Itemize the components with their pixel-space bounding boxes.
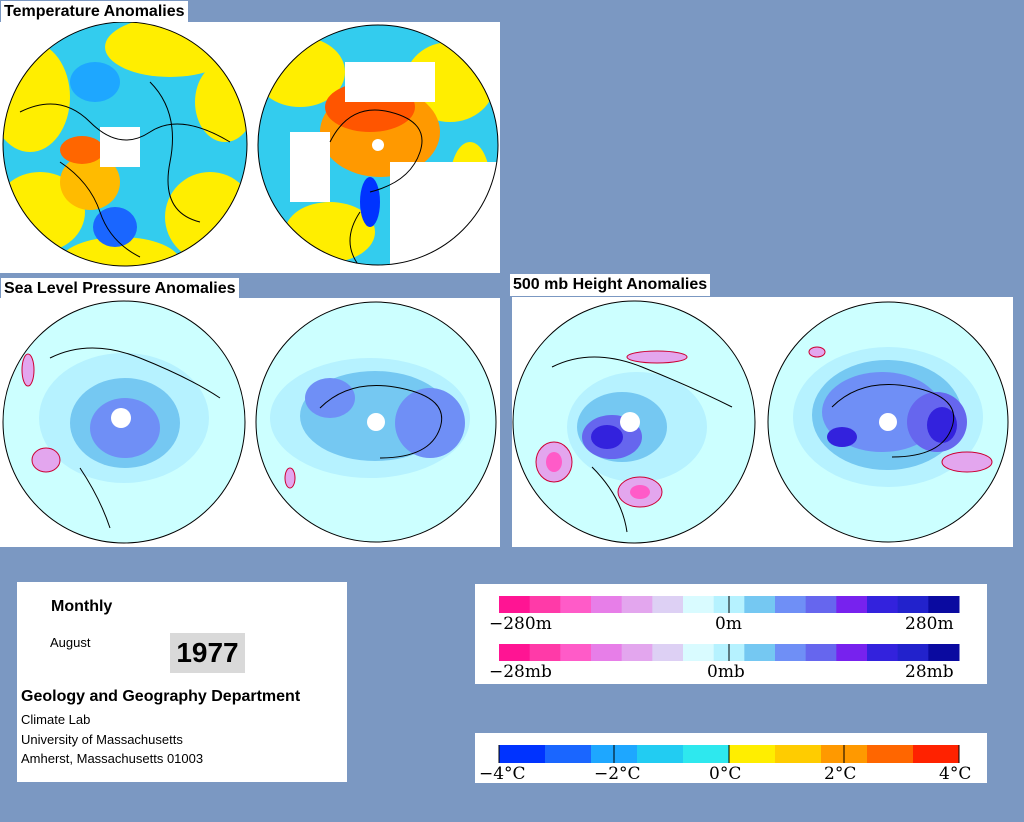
pressure-scale-swatch	[805, 644, 837, 661]
height-scale-swatch	[499, 596, 531, 613]
sea-level-pressure-title: Sea Level Pressure Anomalies	[1, 278, 239, 300]
pressure-scale-swatch	[928, 644, 960, 661]
lab-name: Climate Lab	[21, 712, 91, 727]
pressure-mid-label: 0mb	[707, 662, 745, 682]
pressure-scale-swatch	[683, 644, 715, 661]
height-scale-swatch	[836, 596, 868, 613]
temperature-tick-label: 0°C	[709, 764, 741, 783]
height-scale-swatch	[652, 596, 684, 613]
height-scale-swatch	[683, 596, 715, 613]
height-scale-swatch	[591, 596, 623, 613]
pressure-scale-swatch	[744, 644, 776, 661]
temperature-tick-label: 2°C	[824, 764, 856, 783]
temperature-scale-swatch	[637, 745, 684, 763]
temperature-tick-label: 4°C	[939, 764, 971, 783]
height-scale-swatch	[928, 596, 960, 613]
height-scale-swatch	[529, 596, 561, 613]
university-name: University of Massachusetts	[21, 732, 183, 747]
height-color-scale	[499, 596, 960, 613]
pressure-min-label: −28mb	[489, 662, 552, 682]
height-anomalies-map-panel	[512, 297, 1013, 547]
height-scale-swatch	[744, 596, 776, 613]
pressure-scale-swatch	[652, 644, 684, 661]
temperature-scale-swatch	[867, 745, 914, 763]
southern-hemisphere-height-map	[768, 302, 1008, 542]
northern-hemisphere-pressure-map	[3, 301, 245, 543]
department-name: Geology and Geography Department	[21, 688, 301, 705]
pressure-scale-swatch	[591, 644, 623, 661]
month-label: August	[50, 635, 91, 650]
temperature-legend: −4°C −2°C 0°C 2°C 4°C	[475, 733, 987, 783]
pressure-color-scale	[499, 644, 960, 661]
pressure-scale-swatch	[775, 644, 807, 661]
height-scale-swatch	[867, 596, 899, 613]
height-scale-swatch	[805, 596, 837, 613]
temperature-scale-swatch	[545, 745, 592, 763]
northern-hemisphere-height-map	[513, 301, 755, 543]
height-mid-label: 0m	[715, 614, 742, 634]
temperature-tick-label: −4°C	[479, 764, 526, 783]
year-label: 1977	[170, 633, 245, 673]
pressure-scale-swatch	[621, 644, 653, 661]
temperature-scale-swatch	[499, 745, 546, 763]
pressure-scale-swatch	[499, 644, 531, 661]
northern-hemisphere-temperature-map	[3, 22, 247, 266]
period-label: Monthly	[51, 598, 113, 615]
height-scale-swatch	[621, 596, 653, 613]
pressure-scale-swatch	[560, 644, 592, 661]
southern-hemisphere-temperature-map	[258, 25, 498, 265]
height-scale-swatch	[897, 596, 929, 613]
anomaly-legend: −280m 0m 280m −28mb 0mb 28mb	[475, 584, 987, 684]
temperature-tick-label: −2°C	[594, 764, 641, 783]
height-anomalies-title: 500 mb Height Anomalies	[510, 274, 711, 296]
pressure-scale-swatch	[867, 644, 899, 661]
height-scale-swatch	[775, 596, 807, 613]
info-box: Monthly August 1977 Geology and Geograph…	[17, 582, 347, 782]
temperature-scale-swatch	[775, 745, 822, 763]
temperature-scale-swatch	[913, 745, 960, 763]
temperature-anomalies-title: Temperature Anomalies	[1, 1, 188, 23]
southern-hemisphere-pressure-map	[256, 302, 496, 542]
pressure-scale-swatch	[897, 644, 929, 661]
pressure-scale-swatch	[836, 644, 868, 661]
sea-level-pressure-map-panel	[0, 298, 500, 547]
temperature-map-panel	[0, 22, 500, 273]
pressure-scale-swatch	[529, 644, 561, 661]
temperature-scale-swatch	[729, 745, 776, 763]
height-min-label: −280m	[489, 614, 552, 634]
pressure-max-label: 28mb	[905, 662, 954, 682]
address-line: Amherst, Massachusetts 01003	[21, 751, 204, 766]
height-scale-swatch	[560, 596, 592, 613]
temperature-scale-swatch	[683, 745, 730, 763]
height-max-label: 280m	[905, 614, 954, 634]
